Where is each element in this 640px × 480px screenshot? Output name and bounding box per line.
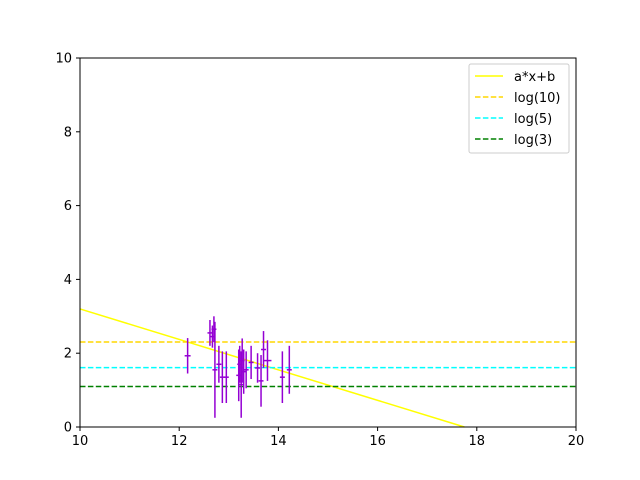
data-point [286,345,292,394]
data-point [241,349,247,394]
legend-label: log(5) [514,112,552,127]
y-axis-ticks: 0 2 4 6 8 10 [55,52,80,436]
x-tick-label: 20 [568,434,585,449]
data-point [212,321,218,418]
series-lines-layer [79,308,576,428]
data-point [184,338,191,374]
data-point [207,319,213,346]
y-tick-label: 0 [64,421,72,436]
data-point [238,351,244,418]
x-tick-label: 18 [469,434,486,449]
plot-frame [79,57,577,428]
legend-box [468,63,570,154]
y-tick-label: 2 [64,347,72,362]
data-point [223,351,229,404]
y-tick-label: 4 [64,273,72,288]
x-tick-label: 12 [171,434,188,449]
data-point [261,331,266,368]
legend: a*x+b log(10) log(5) log(3) [468,63,570,154]
y-tick-label: 8 [64,125,72,140]
data-point [243,351,249,389]
data-point [258,355,264,407]
x-tick-label: 10 [72,434,89,449]
data-points-layer [184,316,292,418]
data-point [263,340,272,381]
data-point [248,345,254,380]
legend-label: log(10) [514,91,561,106]
y-tick-label: 6 [64,199,72,214]
legend-label: log(3) [514,133,552,148]
y-tick-label: 10 [55,52,72,67]
legend-label: a*x+b [514,70,555,85]
data-point [216,345,222,383]
data-point [279,351,285,404]
data-point [255,353,261,383]
x-axis-ticks: 10 12 14 16 18 20 [72,427,585,449]
x-tick-label: 14 [270,434,287,449]
x-tick-label: 16 [369,434,386,449]
